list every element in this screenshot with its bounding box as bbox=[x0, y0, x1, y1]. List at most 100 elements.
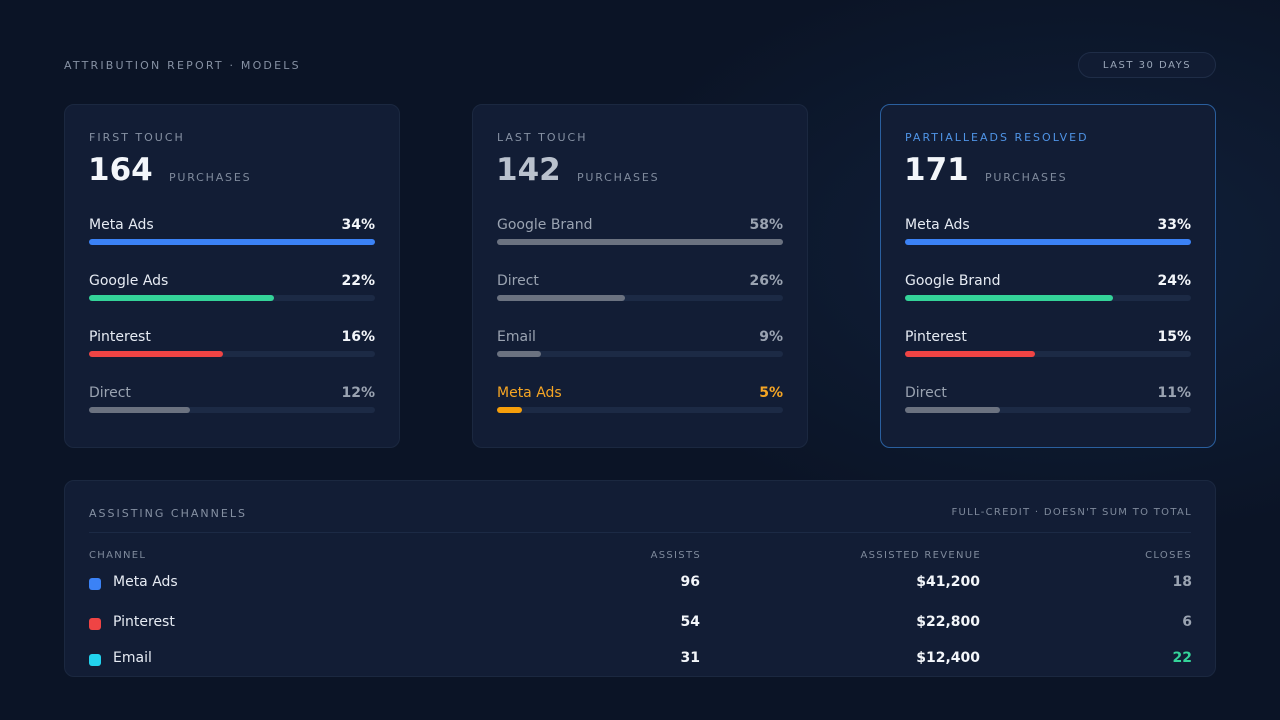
channel-row: Email 9% bbox=[497, 329, 783, 359]
model-card-resolved: PARTIALLEADS RESOLVED 171 PURCHASES Meta… bbox=[880, 104, 1216, 448]
channel-label: Meta Ads bbox=[89, 217, 154, 233]
channel-share: 5% bbox=[759, 385, 783, 401]
channel-share: 22% bbox=[341, 273, 375, 289]
share-bar-fill bbox=[497, 239, 783, 245]
channel-label: Google Brand bbox=[905, 273, 1001, 289]
share-bar-fill bbox=[89, 239, 375, 245]
column-header-assists: ASSISTS bbox=[650, 550, 701, 561]
share-bar-track bbox=[905, 407, 1191, 413]
channel-row: Meta Ads 33% bbox=[905, 217, 1191, 247]
channel-label: Google Ads bbox=[89, 273, 169, 289]
channel-label: Pinterest bbox=[89, 329, 151, 345]
channel-label: Email bbox=[497, 329, 536, 345]
share-bar-fill bbox=[905, 295, 1113, 301]
channel-share: 16% bbox=[341, 329, 375, 345]
channel-swatch bbox=[89, 618, 101, 630]
share-bar-track bbox=[497, 295, 783, 301]
assists-value: 31 bbox=[680, 650, 700, 666]
closes-value: 6 bbox=[1182, 614, 1192, 630]
revenue-value: $12,400 bbox=[916, 650, 980, 666]
purchase-count: 142 bbox=[496, 152, 561, 188]
channel-row: Direct 12% bbox=[89, 385, 375, 415]
purchase-unit: PURCHASES bbox=[985, 171, 1068, 184]
share-bar-fill bbox=[89, 351, 224, 357]
channel-row: Pinterest 16% bbox=[89, 329, 375, 359]
divider bbox=[89, 532, 1191, 533]
channel-label: Direct bbox=[905, 385, 947, 401]
channel-share: 12% bbox=[341, 385, 375, 401]
purchase-count: 164 bbox=[88, 152, 153, 188]
channel-label: Direct bbox=[497, 273, 539, 289]
channel-share: 58% bbox=[749, 217, 783, 233]
channel-row: Direct 26% bbox=[497, 273, 783, 303]
model-title: FIRST TOUCH bbox=[89, 131, 185, 144]
share-bar-track bbox=[89, 407, 375, 413]
channel-share: 34% bbox=[341, 217, 375, 233]
channel-swatch bbox=[89, 578, 101, 590]
share-bar-track bbox=[89, 295, 375, 301]
closes-value: 18 bbox=[1172, 574, 1192, 590]
channel-swatch bbox=[89, 654, 101, 666]
closes-value: 22 bbox=[1172, 650, 1192, 666]
share-bar-track bbox=[89, 239, 375, 245]
page-title: ATTRIBUTION REPORT · MODELS bbox=[64, 59, 301, 72]
share-bar-fill bbox=[89, 407, 190, 413]
share-bar-fill bbox=[905, 239, 1191, 245]
revenue-value: $22,800 bbox=[916, 614, 980, 630]
channel-row: Pinterest 15% bbox=[905, 329, 1191, 359]
channel-row: Google Ads 22% bbox=[89, 273, 375, 303]
channel-row: Google Brand 24% bbox=[905, 273, 1191, 303]
channel-share: 33% bbox=[1157, 217, 1191, 233]
share-bar-fill bbox=[89, 295, 275, 301]
table-row: Email 31 $12,400 22 bbox=[65, 649, 1215, 669]
channel-share: 15% bbox=[1157, 329, 1191, 345]
channel-label: Direct bbox=[89, 385, 131, 401]
column-header-closes: CLOSES bbox=[1145, 550, 1192, 561]
share-bar-track bbox=[497, 351, 783, 357]
column-header-revenue: ASSISTED REVENUE bbox=[860, 550, 981, 561]
assists-value: 96 bbox=[680, 574, 700, 590]
share-bar-track bbox=[905, 239, 1191, 245]
share-bar-track bbox=[905, 295, 1191, 301]
channel-name: Pinterest bbox=[113, 614, 175, 630]
channel-row: Meta Ads 5% bbox=[497, 385, 783, 415]
model-card-first-touch: FIRST TOUCH 164 PURCHASES Meta Ads 34% G… bbox=[64, 104, 400, 448]
channel-share: 9% bbox=[759, 329, 783, 345]
channel-share: 24% bbox=[1157, 273, 1191, 289]
channel-label: Pinterest bbox=[905, 329, 967, 345]
share-bar-track bbox=[89, 351, 375, 357]
assisting-channels-panel: ASSISTING CHANNELS FULL-CREDIT · DOESN'T… bbox=[64, 480, 1216, 677]
channel-name: Email bbox=[113, 650, 152, 666]
table-row: Pinterest 54 $22,800 6 bbox=[65, 613, 1215, 633]
date-range-button[interactable]: LAST 30 DAYS bbox=[1078, 52, 1216, 78]
model-title: PARTIALLEADS RESOLVED bbox=[905, 131, 1089, 144]
panel-note: FULL-CREDIT · DOESN'T SUM TO TOTAL bbox=[951, 507, 1192, 518]
channel-share: 11% bbox=[1157, 385, 1191, 401]
channel-row: Direct 11% bbox=[905, 385, 1191, 415]
channel-name: Meta Ads bbox=[113, 574, 178, 590]
share-bar-fill bbox=[905, 407, 1001, 413]
channel-share: 26% bbox=[749, 273, 783, 289]
share-bar-fill bbox=[497, 351, 542, 357]
share-bar-fill bbox=[905, 351, 1036, 357]
table-row: Meta Ads 96 $41,200 18 bbox=[65, 573, 1215, 593]
channel-row: Meta Ads 34% bbox=[89, 217, 375, 247]
purchase-unit: PURCHASES bbox=[577, 171, 660, 184]
panel-title: ASSISTING CHANNELS bbox=[89, 507, 247, 520]
model-title: LAST TOUCH bbox=[497, 131, 588, 144]
share-bar-track bbox=[905, 351, 1191, 357]
purchase-count: 171 bbox=[904, 152, 969, 188]
share-bar-track bbox=[497, 407, 783, 413]
share-bar-fill bbox=[497, 295, 626, 301]
share-bar-fill bbox=[497, 407, 522, 413]
channel-label: Meta Ads bbox=[905, 217, 970, 233]
channel-row: Google Brand 58% bbox=[497, 217, 783, 247]
revenue-value: $41,200 bbox=[916, 574, 980, 590]
assists-value: 54 bbox=[680, 614, 700, 630]
channel-label: Meta Ads bbox=[497, 385, 562, 401]
column-header-channel: CHANNEL bbox=[89, 550, 147, 561]
purchase-unit: PURCHASES bbox=[169, 171, 252, 184]
channel-label: Google Brand bbox=[497, 217, 593, 233]
share-bar-track bbox=[497, 239, 783, 245]
model-card-last-touch: LAST TOUCH 142 PURCHASES Google Brand 58… bbox=[472, 104, 808, 448]
